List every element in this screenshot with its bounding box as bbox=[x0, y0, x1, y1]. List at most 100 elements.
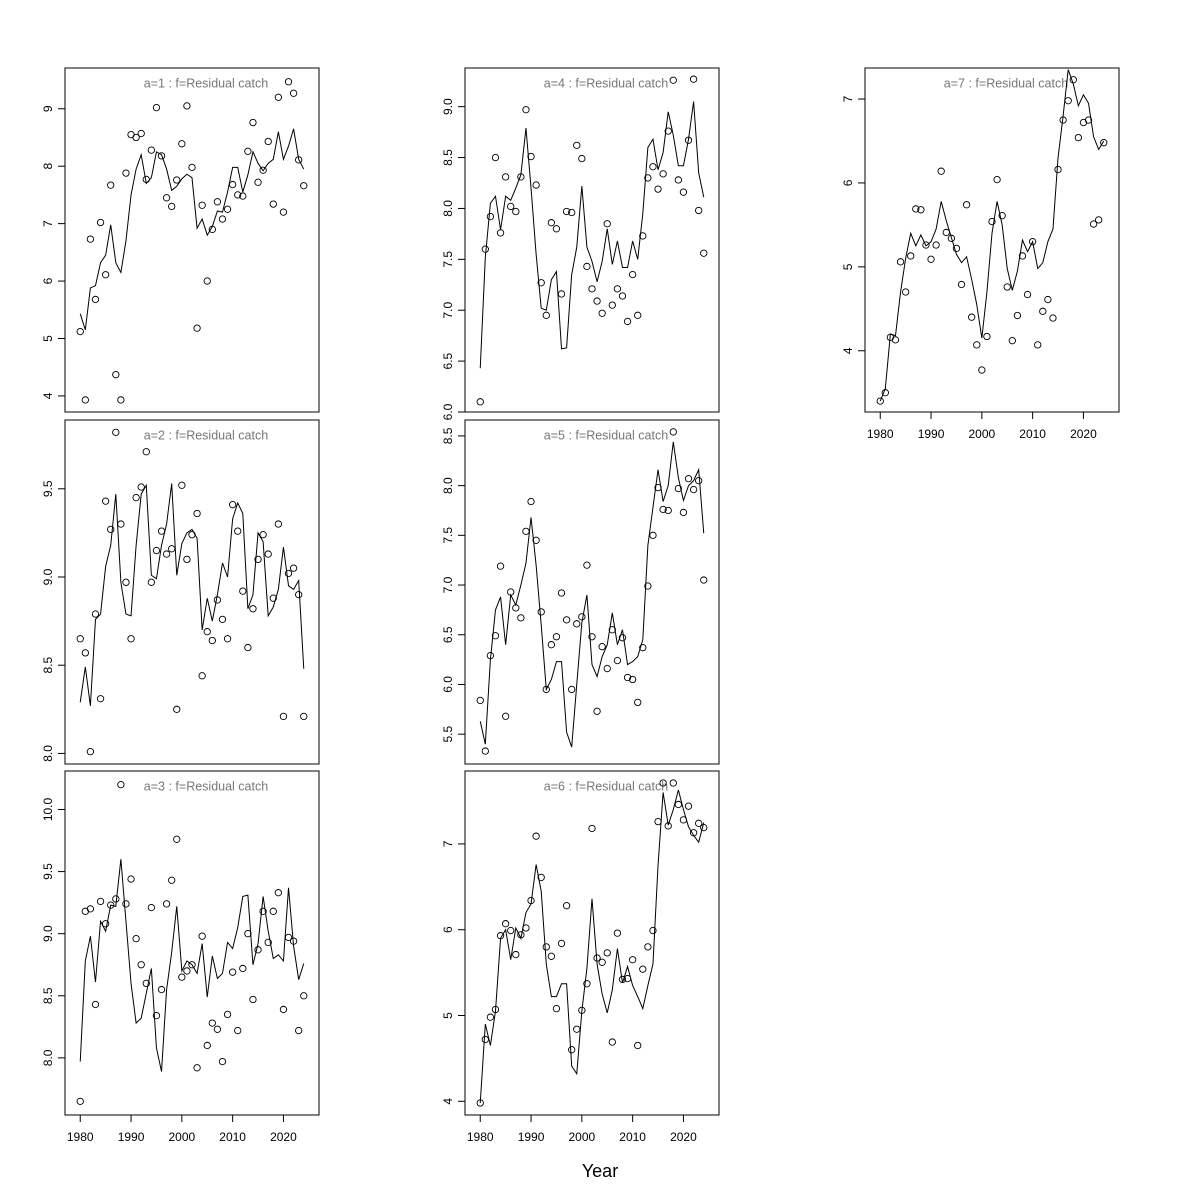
observed-point bbox=[91, 610, 100, 618]
x-tick-label: 1980 bbox=[467, 1130, 494, 1144]
observed-point bbox=[669, 428, 677, 436]
observed-point bbox=[527, 896, 535, 905]
observed-point bbox=[223, 1010, 232, 1019]
observed-point bbox=[259, 907, 267, 915]
observed-point bbox=[613, 656, 622, 665]
x-tick-label: 2020 bbox=[1070, 427, 1097, 441]
observed-point bbox=[618, 292, 627, 300]
observed-point bbox=[568, 1046, 576, 1054]
observed-point bbox=[547, 219, 556, 227]
observed-point bbox=[896, 258, 905, 266]
x-axis-title: Year bbox=[582, 1161, 618, 1181]
observed-point bbox=[91, 1000, 100, 1009]
observed-point bbox=[234, 527, 242, 535]
observed-point bbox=[162, 550, 171, 558]
observed-point bbox=[142, 979, 150, 988]
observed-point bbox=[476, 398, 484, 406]
observed-point bbox=[922, 241, 930, 249]
observed-point bbox=[552, 633, 561, 641]
observed-point bbox=[552, 1004, 561, 1013]
observed-point bbox=[522, 106, 530, 114]
observed-point bbox=[639, 644, 647, 652]
observed-point bbox=[501, 173, 510, 181]
observed-point bbox=[583, 262, 591, 271]
observed-point bbox=[218, 1057, 227, 1066]
observed-point bbox=[644, 943, 652, 951]
observed-point bbox=[147, 903, 156, 912]
observed-point bbox=[522, 924, 530, 932]
observed-point bbox=[117, 520, 125, 528]
observed-point bbox=[649, 163, 657, 171]
observed-point bbox=[178, 973, 186, 981]
y-tick-label: 9.0 bbox=[441, 98, 455, 115]
observed-point bbox=[152, 1011, 161, 1020]
observed-point bbox=[107, 181, 115, 189]
observed-point bbox=[684, 136, 693, 144]
observed-point bbox=[137, 483, 145, 491]
observed-point bbox=[481, 1035, 489, 1044]
observed-point bbox=[669, 779, 677, 787]
observed-point bbox=[198, 201, 206, 209]
observed-point bbox=[901, 288, 910, 296]
observed-point bbox=[978, 366, 986, 374]
observed-point bbox=[937, 167, 945, 175]
observed-point bbox=[112, 895, 120, 903]
plot-frame bbox=[464, 67, 720, 413]
observed-point bbox=[198, 672, 206, 680]
observed-point bbox=[988, 217, 996, 226]
observed-point bbox=[1054, 165, 1062, 174]
observed-point bbox=[213, 596, 222, 604]
x-tick-label: 2010 bbox=[1019, 427, 1046, 441]
observed-point bbox=[117, 781, 125, 789]
observed-point bbox=[613, 285, 622, 293]
observed-point bbox=[507, 202, 515, 211]
observed-point bbox=[274, 93, 283, 101]
observed-point bbox=[588, 633, 596, 641]
observed-point bbox=[81, 649, 89, 657]
observed-point bbox=[1089, 220, 1098, 228]
observed-point bbox=[137, 961, 145, 969]
observed-point bbox=[152, 103, 161, 112]
observed-point bbox=[173, 176, 181, 184]
observed-point bbox=[162, 194, 171, 202]
observed-point bbox=[168, 545, 176, 553]
observed-point bbox=[700, 823, 708, 832]
y-tick-label: 8.0 bbox=[441, 200, 455, 217]
observed-point bbox=[147, 578, 156, 586]
panel-title: a=1 : f=Residual catch bbox=[144, 76, 268, 90]
observed-point bbox=[679, 508, 688, 517]
observed-point bbox=[249, 118, 257, 127]
observed-point bbox=[76, 635, 84, 643]
observed-point bbox=[86, 905, 95, 913]
observed-point bbox=[127, 875, 135, 883]
y-tick-label: 7.5 bbox=[441, 527, 455, 544]
observed-point bbox=[568, 685, 576, 694]
observed-point bbox=[284, 78, 293, 86]
observed-point bbox=[552, 225, 561, 233]
observed-point bbox=[532, 832, 540, 840]
x-tick-label: 1980 bbox=[67, 1130, 94, 1144]
plot-frame bbox=[64, 419, 320, 765]
observed-point bbox=[628, 956, 637, 964]
observed-point bbox=[547, 952, 556, 960]
observed-point bbox=[557, 939, 566, 948]
observed-point bbox=[562, 902, 571, 910]
observed-point bbox=[689, 829, 698, 837]
observed-point bbox=[132, 133, 140, 142]
x-tick-label: 2010 bbox=[219, 1130, 246, 1144]
observed-point bbox=[203, 277, 211, 285]
observed-point bbox=[289, 937, 298, 945]
observed-point bbox=[968, 313, 976, 321]
x-tick-label: 2020 bbox=[270, 1130, 297, 1144]
observed-point bbox=[603, 949, 611, 957]
observed-point bbox=[284, 933, 293, 942]
observed-point bbox=[269, 200, 277, 208]
observed-point bbox=[608, 301, 616, 309]
observed-point bbox=[542, 311, 550, 319]
observed-point bbox=[639, 965, 647, 973]
observed-point bbox=[223, 205, 232, 213]
observed-point bbox=[501, 712, 510, 720]
y-tick-label: 7 bbox=[441, 840, 455, 847]
observed-point bbox=[644, 174, 652, 182]
y-tick-label: 7 bbox=[41, 220, 55, 227]
